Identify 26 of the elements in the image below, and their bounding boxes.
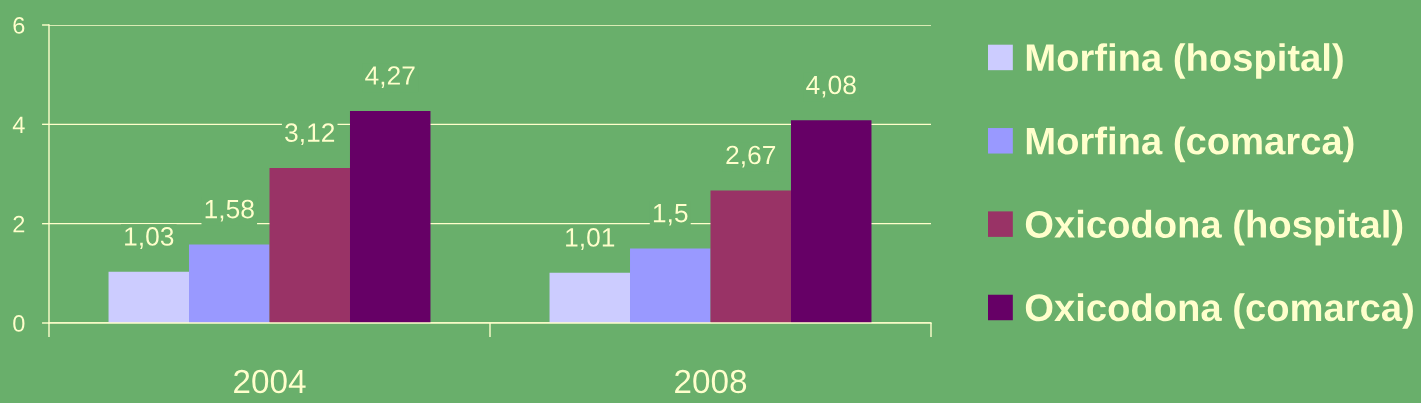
bar (269, 168, 350, 323)
data-label: 4,08 (806, 75, 856, 98)
bar (630, 248, 711, 323)
x-tick-label: 2008 (675, 369, 747, 394)
legend-label: Morfina (comarca) (1026, 126, 1354, 163)
legend-label: Oxicodona (comarca) (1025, 293, 1413, 329)
bar (710, 190, 791, 323)
data-label: 2,67 (726, 145, 776, 168)
data-label: 1,58 (205, 199, 254, 222)
y-tick-label: 4 (12, 116, 25, 133)
legend-label: Oxicodona (hospital) (1025, 209, 1403, 246)
bar (549, 272, 631, 323)
legend-label: Morfina (hospital) (1026, 43, 1343, 79)
y-tick-label: 2 (13, 215, 25, 233)
bar (349, 110, 431, 323)
bar (108, 271, 190, 323)
bar (790, 120, 872, 323)
data-label: 1,5 (653, 204, 688, 226)
data-label: 1,03 (125, 227, 174, 249)
y-tick-label: 0 (13, 315, 25, 332)
data-label: 1,01 (566, 228, 615, 250)
x-tick-label: 2004 (234, 369, 306, 394)
y-tick-label: 6 (13, 17, 25, 34)
bar (189, 244, 270, 323)
data-label: 4,27 (365, 66, 415, 88)
data-label: 3,12 (285, 123, 335, 146)
